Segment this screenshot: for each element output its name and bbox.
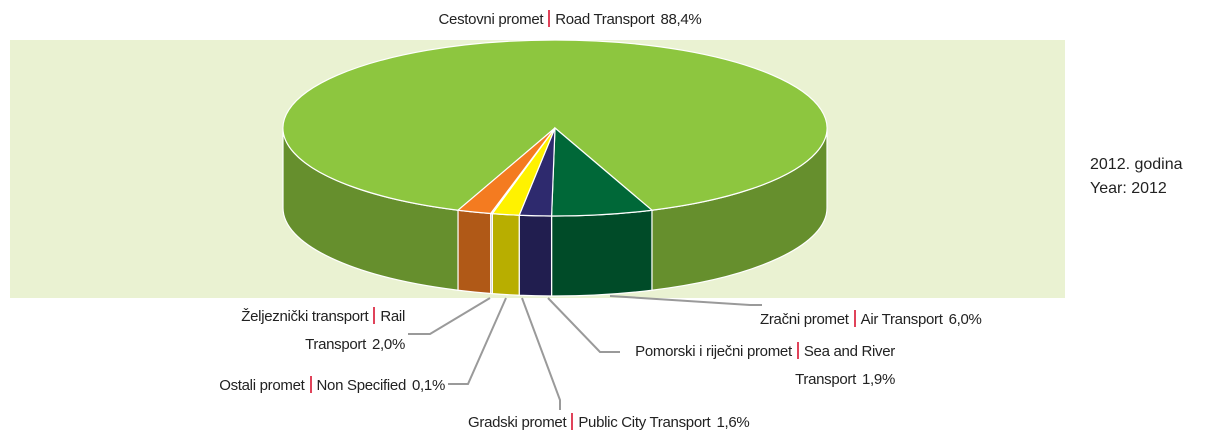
separator <box>548 10 551 27</box>
label-hr: Željeznički transport <box>241 308 369 325</box>
side-walls <box>282 127 828 297</box>
value-label: 88,4% <box>660 11 702 28</box>
leader-line <box>448 297 507 385</box>
label-en: Rail Transport <box>305 308 405 353</box>
label-en: Non Specified <box>316 377 407 394</box>
annotation: 2012. godina <box>1090 156 1183 173</box>
label-hr: Cestovni promet <box>438 11 544 28</box>
slice-label: Željeznički transport Rail Transport 2,0% <box>170 303 405 359</box>
label-hr: Pomorski i riječni promet <box>635 343 792 360</box>
separator <box>309 376 312 393</box>
label-en: Air Transport <box>860 311 943 328</box>
slice <box>282 39 828 211</box>
label-hr: Gradski promet <box>468 414 567 431</box>
leader-line <box>609 295 762 306</box>
label-hr: Ostali promet <box>219 377 305 394</box>
leader-line <box>547 297 620 353</box>
value-label: 1,9% <box>862 371 895 388</box>
separator <box>796 342 799 359</box>
slice-label: Ostali promet Non Specified 0,1% <box>100 372 445 400</box>
label-hr: Zračni promet <box>760 311 849 328</box>
separator <box>373 307 376 324</box>
top-faces <box>282 39 828 217</box>
slice-side <box>457 209 492 295</box>
label-en: Road Transport <box>555 11 655 28</box>
label-en: Public City Transport <box>578 414 711 431</box>
leader-line <box>408 297 491 335</box>
value-label: 1,6% <box>716 414 750 431</box>
label-en: Sea and River Transport <box>795 343 895 388</box>
slice-label: Pomorski i riječni promet Sea and River T… <box>620 338 895 394</box>
leader-line <box>521 297 561 410</box>
value-label: 2,0% <box>372 336 405 353</box>
slice-label: Zračni promet Air Transport 6,0% <box>760 306 1060 334</box>
annotation: Year: 2012 <box>1090 180 1167 197</box>
slice-side <box>518 214 553 297</box>
separator <box>571 413 574 430</box>
slice-label: Gradski promet Public City Transport 1,6% <box>468 409 868 435</box>
separator <box>853 310 856 327</box>
slice-side <box>491 212 520 296</box>
slice-side <box>550 209 653 297</box>
slice <box>456 127 556 215</box>
value-label: 0,1% <box>412 377 445 394</box>
slice-label: Cestovni promet Road Transport 88,4% <box>330 6 810 34</box>
value-label: 6,0% <box>948 311 982 328</box>
